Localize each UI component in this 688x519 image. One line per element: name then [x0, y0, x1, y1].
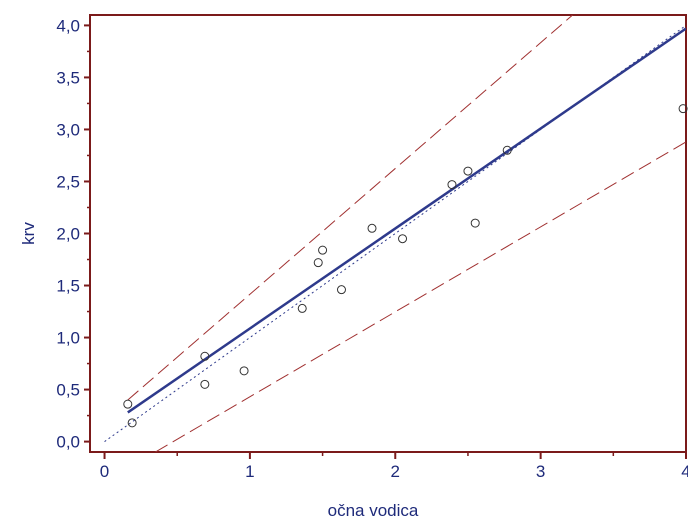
axes-layer: 0,0 0,5 1,0 1,5 2,0 2,5 3,0 3,5 4,0 0 1 2 3 4: [56, 16, 688, 481]
y-tick-label: 3,0: [56, 120, 80, 139]
y-tick-label: 3,5: [56, 68, 80, 87]
data-point: [313, 258, 323, 268]
data-point: [200, 379, 210, 389]
data-point: [678, 104, 688, 114]
data-point: [336, 285, 346, 295]
data-point: [502, 145, 512, 155]
data-point: [398, 234, 408, 244]
x-axis-title: očna vodica: [328, 501, 419, 519]
y-tick-label: 2,0: [56, 225, 80, 244]
x-tick-label: 3: [536, 462, 545, 481]
upper-limit-line: [127, 15, 573, 401]
x-tick-label: 0: [100, 462, 109, 481]
y-tick-label: 2,5: [56, 172, 80, 191]
x-tick-label: 4: [681, 462, 688, 481]
x-tick-label: 1: [245, 462, 254, 481]
y-tick-label: 4,0: [56, 16, 80, 35]
data-point: [367, 223, 377, 233]
data-point: [127, 418, 137, 428]
x-tick-label: 2: [391, 462, 400, 481]
identity-line: [104, 24, 686, 443]
y-tick-label: 1,0: [56, 329, 80, 348]
data-point: [463, 166, 473, 176]
data-point: [200, 351, 210, 361]
y-tick-label: 0,5: [56, 381, 80, 400]
data-point: [297, 303, 307, 313]
data-point: [318, 245, 328, 255]
data-point: [123, 399, 133, 409]
data-point: [470, 218, 480, 228]
y-tick-label: 1,5: [56, 277, 80, 296]
lines-layer: [104, 15, 686, 452]
points-layer: [123, 104, 688, 428]
data-point: [239, 366, 249, 376]
data-point: [447, 180, 457, 190]
lower-limit-line: [155, 141, 686, 452]
y-axis-title: krv: [19, 222, 38, 245]
y-tick-label: 0,0: [56, 433, 80, 452]
regression-line: [127, 27, 686, 414]
